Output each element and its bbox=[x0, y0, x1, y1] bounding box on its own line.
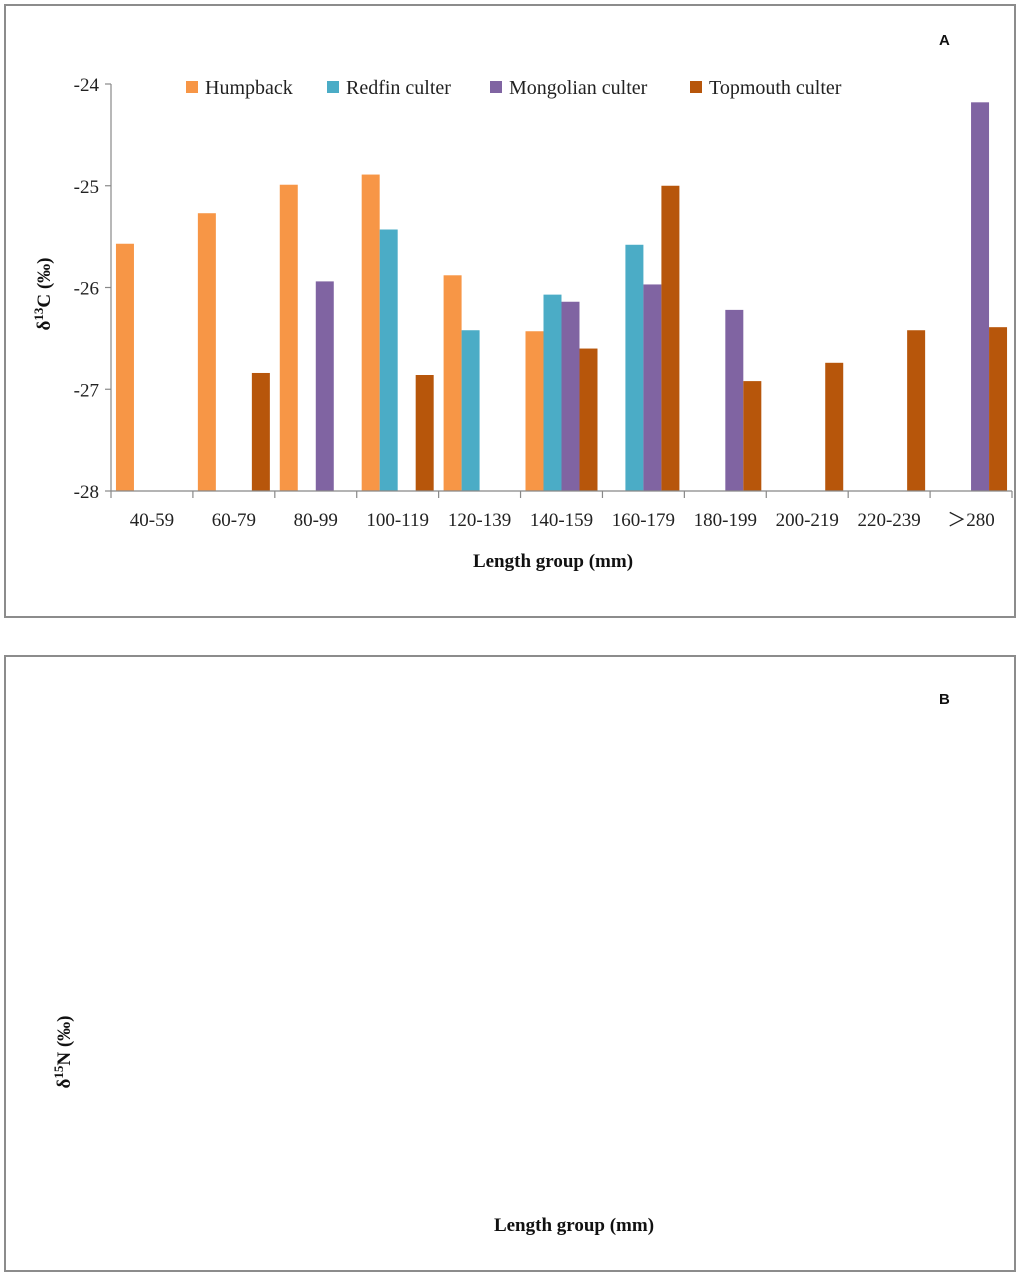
legend-a: Humpback Redfin culter Mongolian culter Top… bbox=[186, 77, 842, 99]
bar-a-topmouth-culter-100-119 bbox=[415, 375, 434, 491]
bar-a-humpback-120-139 bbox=[443, 275, 462, 491]
bar-a-topmouth-culter-140-159 bbox=[579, 348, 598, 491]
chart-panel-a: A Humpback Redfin culter Mongolian culter T… bbox=[4, 4, 1016, 618]
legend-label-a-humpback: Humpback bbox=[205, 77, 293, 99]
y-axis-title-a: δ13C (‰) bbox=[31, 257, 56, 330]
bar-a-topmouth-culter-60-79 bbox=[251, 372, 270, 491]
y-tick-label-a-26: -26 bbox=[74, 279, 99, 300]
bar-a-humpback-60-79 bbox=[197, 213, 216, 491]
bar-a-humpback-100-119 bbox=[361, 174, 380, 491]
bars-a bbox=[115, 102, 1008, 492]
x-tick-label-a-160-179: 160-179 bbox=[612, 510, 675, 531]
y-tick-label-a-28: -28 bbox=[74, 482, 99, 503]
bar-a-topmouth-culter-280 bbox=[989, 327, 1008, 491]
axes-a: -28 -27 -26 -25 -24 40-59 60-79 80-99 100-119 120… bbox=[74, 75, 1013, 531]
bar-a-mongolian-culter-80-99 bbox=[315, 281, 334, 491]
bar-a-mongolian-culter-140-159 bbox=[561, 301, 580, 491]
x-tick-label-a-40-59: 40-59 bbox=[130, 510, 174, 531]
legend-label-a-mongolian-culter: Mongolian culter bbox=[509, 77, 648, 99]
x-tick-label-a-140-159: 140-159 bbox=[530, 510, 593, 531]
bar-a-humpback-140-159 bbox=[525, 331, 544, 491]
bar-a-topmouth-culter-200-219 bbox=[825, 362, 844, 491]
y-tick-label-a-24: -24 bbox=[74, 75, 100, 96]
y-axis-title-b: δ15N (‰) bbox=[51, 1015, 76, 1088]
x-axis-title-a: Length group (mm) bbox=[473, 551, 633, 572]
legend-swatch-a-mongolian-culter bbox=[490, 81, 502, 93]
x-tick-label-a-200-219: 200-219 bbox=[776, 510, 839, 531]
bar-a-topmouth-culter-160-179 bbox=[661, 185, 680, 491]
bar-a-redfin-culter-140-159 bbox=[543, 294, 562, 491]
x-tick-label-a-80-99: 80-99 bbox=[294, 510, 338, 531]
x-tick-label-a-120-139: 120-139 bbox=[448, 510, 511, 531]
x-tick-label-a-100-119: 100-119 bbox=[366, 510, 429, 531]
legend-label-a-redfin-culter: Redfin culter bbox=[346, 77, 451, 99]
bar-a-redfin-culter-100-119 bbox=[379, 229, 398, 491]
y-tick-label-a-27: -27 bbox=[74, 380, 99, 401]
y-axis-title-b-iso: 15 bbox=[51, 1065, 66, 1079]
bar-a-topmouth-culter-180-199 bbox=[743, 381, 762, 491]
legend-swatch-a-topmouth-culter bbox=[690, 81, 702, 93]
bar-a-topmouth-culter-220-239 bbox=[907, 330, 926, 491]
bar-a-redfin-culter-160-179 bbox=[625, 244, 644, 491]
x-tick-label-a-60-79: 60-79 bbox=[212, 510, 256, 531]
y-axis-title-a-iso: 13 bbox=[31, 307, 46, 321]
legend-swatch-a-redfin-culter bbox=[327, 81, 339, 93]
panel-label-b: B bbox=[939, 691, 950, 708]
bar-a-mongolian-culter-180-199 bbox=[725, 309, 744, 491]
legend-swatch-a-humpback bbox=[186, 81, 198, 93]
bar-a-humpback-80-99 bbox=[279, 184, 298, 492]
x-tick-label-a-220-239: 220-239 bbox=[857, 510, 920, 531]
x-tick-label-a-280: ＞280 bbox=[947, 510, 995, 531]
panel-label-a: A bbox=[939, 32, 950, 49]
bar-a-redfin-culter-120-139 bbox=[461, 330, 480, 491]
bar-a-mongolian-culter-280 bbox=[971, 102, 990, 491]
x-tick-label-a-180-199: 180-199 bbox=[694, 510, 757, 531]
bar-a-mongolian-culter-160-179 bbox=[643, 284, 662, 491]
legend-label-a-topmouth-culter: Topmouth culter bbox=[709, 77, 842, 99]
y-tick-label-a-25: -25 bbox=[74, 177, 99, 198]
bar-a-humpback-40-59 bbox=[115, 243, 134, 491]
x-axis-title-b: Length group (mm) bbox=[494, 1215, 654, 1236]
chart-a: A Humpback Redfin culter Mongolian culter T… bbox=[31, 32, 1013, 572]
